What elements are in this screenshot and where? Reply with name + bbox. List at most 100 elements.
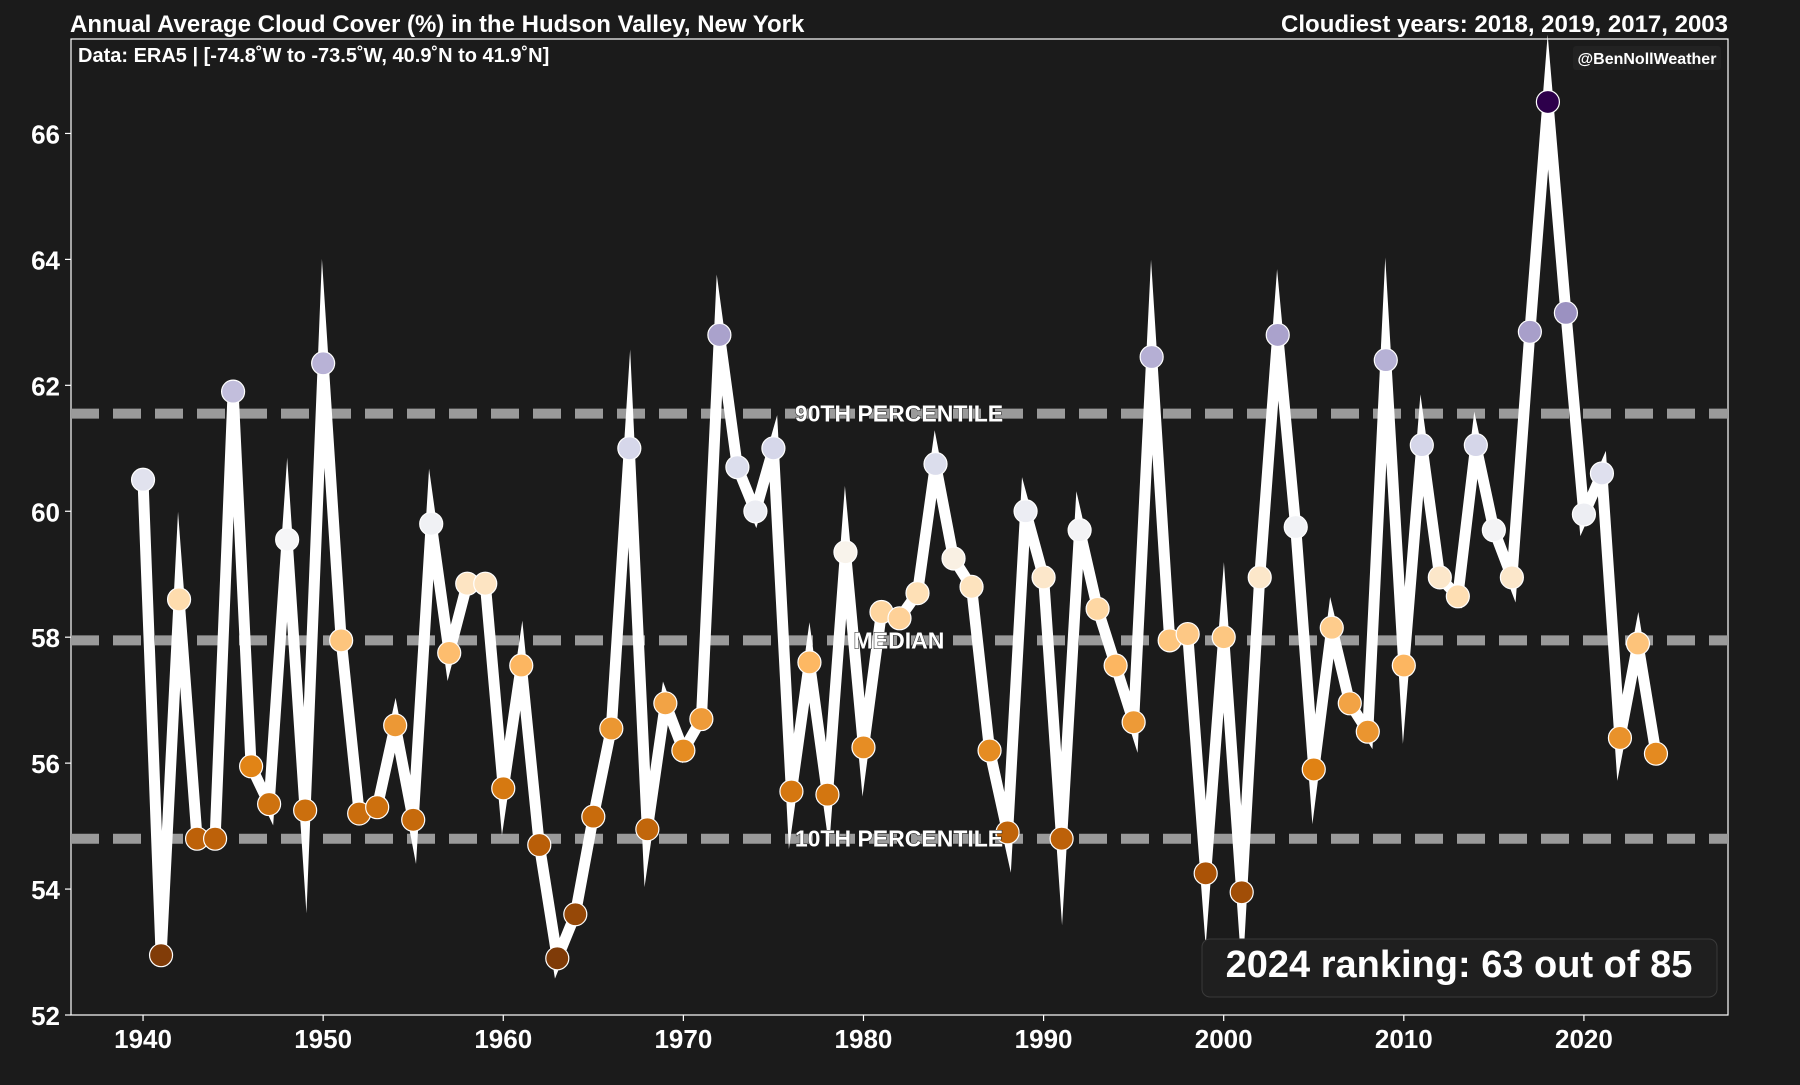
data-point-1994 xyxy=(1103,653,1128,678)
data-point-1941 xyxy=(148,943,174,968)
y-tick-label-58: 58 xyxy=(31,623,60,653)
data-point-1950 xyxy=(311,351,336,376)
y-tick-label-60: 60 xyxy=(31,497,60,527)
data-point-1991 xyxy=(1049,826,1074,851)
ranking-box xyxy=(1201,938,1718,998)
data-point-1971 xyxy=(689,706,714,732)
y-tick-label-56: 56 xyxy=(31,749,60,779)
data-point-1998 xyxy=(1175,621,1200,647)
data-source-note: Data: ERA5 | [-74.8˚W to -73.5˚W, 40.9˚N… xyxy=(78,44,549,67)
data-point-1949 xyxy=(293,798,318,823)
data-point-1992 xyxy=(1067,518,1092,543)
x-tick-label-1960: 1960 xyxy=(474,1024,532,1054)
data-point-1977 xyxy=(797,650,822,675)
data-point-2008 xyxy=(1355,719,1380,744)
data-point-1967 xyxy=(617,436,642,461)
data-point-1990 xyxy=(1031,565,1056,590)
data-point-1964 xyxy=(563,902,588,927)
data-point-1953 xyxy=(365,795,390,820)
data-point-2021 xyxy=(1589,461,1615,486)
x-axis-ticks: 1940 1950 1960 1970 1980 1990 2000 2010 2020 xyxy=(114,1015,1613,1054)
data-point-2009 xyxy=(1373,348,1398,373)
data-point-1951 xyxy=(329,628,354,653)
credit-label: @BenNollWeather xyxy=(1578,51,1717,68)
data-point-1974 xyxy=(743,499,768,524)
x-tick-label-1990: 1990 xyxy=(1015,1024,1073,1054)
y-tick-label-62: 62 xyxy=(31,371,60,401)
data-point-2000 xyxy=(1211,625,1236,650)
data-point-1986 xyxy=(959,574,984,599)
x-tick-label-2010: 2010 xyxy=(1375,1024,1433,1054)
y-tick-label-64: 64 xyxy=(31,245,60,275)
data-point-2011 xyxy=(1409,433,1434,458)
data-point-2012 xyxy=(1427,565,1452,590)
y-tick-label-54: 54 xyxy=(31,875,60,905)
x-tick-label-1940: 1940 xyxy=(114,1024,172,1054)
reference-labels: 90TH PERCENTILE MEDIAN 10TH PERCENTILE xyxy=(794,400,1003,852)
data-point-1996 xyxy=(1139,344,1164,370)
data-point-2004 xyxy=(1283,514,1308,540)
x-tick-label-1950: 1950 xyxy=(294,1024,352,1054)
data-point-1975 xyxy=(761,436,786,461)
y-tick-label-52: 52 xyxy=(31,1001,60,1031)
data-point-2006 xyxy=(1319,615,1344,640)
data-point-1956 xyxy=(419,511,444,536)
data-point-2020 xyxy=(1571,502,1597,527)
data-point-1983 xyxy=(905,581,930,606)
data-point-2007 xyxy=(1337,691,1362,716)
data-point-1985 xyxy=(941,546,966,571)
x-tick-label-1970: 1970 xyxy=(654,1024,712,1054)
data-point-1988 xyxy=(995,820,1020,845)
y-axis-ticks: 52 54 56 58 60 62 64 66 xyxy=(31,119,71,1031)
data-point-1995 xyxy=(1121,710,1146,735)
data-point-2005 xyxy=(1301,757,1326,782)
data-point-1984 xyxy=(923,451,948,477)
data-point-1945 xyxy=(220,379,246,404)
data-point-1948 xyxy=(275,527,300,552)
plot-frame xyxy=(70,38,1729,1016)
data-point-2018 xyxy=(1535,89,1560,115)
data-point-1965 xyxy=(581,804,606,829)
x-tick-label-1980: 1980 xyxy=(835,1024,893,1054)
data-point-1966 xyxy=(599,716,624,741)
data-point-2002 xyxy=(1247,565,1272,590)
data-point-1946 xyxy=(239,754,264,779)
data-point-1980 xyxy=(851,735,876,760)
reference-label-2: 10TH PERCENTILE xyxy=(795,826,1003,852)
x-tick-label-2020: 2020 xyxy=(1555,1024,1613,1054)
data-point-2014 xyxy=(1463,433,1488,458)
data-points xyxy=(130,89,1669,971)
data-point-1944 xyxy=(202,826,228,851)
credit-background xyxy=(1573,46,1721,70)
data-point-1979 xyxy=(833,540,858,565)
reference-label-0: 90TH PERCENTILE xyxy=(795,401,1003,427)
ranking-text: 2024 ranking: 63 out of 85 xyxy=(1226,944,1693,986)
cloudiest-years-subtitle: Cloudiest years: 2018, 2019, 2017, 2003 xyxy=(1281,11,1728,38)
data-point-1973 xyxy=(725,455,750,480)
data-point-2023 xyxy=(1625,631,1651,656)
data-point-1960 xyxy=(491,776,516,801)
data-point-2022 xyxy=(1607,725,1633,751)
data-point-2024 xyxy=(1643,741,1669,766)
data-point-2010 xyxy=(1391,653,1416,678)
data-point-2001 xyxy=(1229,880,1254,905)
data-point-1969 xyxy=(653,691,678,716)
data-point-1970 xyxy=(671,738,696,763)
data-point-1989 xyxy=(1013,499,1038,524)
data-point-1987 xyxy=(977,738,1002,763)
data-point-1955 xyxy=(401,807,426,832)
data-point-1954 xyxy=(383,713,408,738)
data-point-2003 xyxy=(1265,322,1290,348)
data-point-1982 xyxy=(887,606,912,631)
data-point-1972 xyxy=(707,322,732,348)
data-point-1962 xyxy=(527,832,552,858)
y-tick-label-66: 66 xyxy=(31,119,60,149)
data-point-2015 xyxy=(1481,518,1506,543)
data-point-1963 xyxy=(545,946,570,971)
x-tick-label-2000: 2000 xyxy=(1195,1024,1253,1054)
data-point-2019 xyxy=(1553,300,1579,326)
data-point-1976 xyxy=(779,779,804,804)
